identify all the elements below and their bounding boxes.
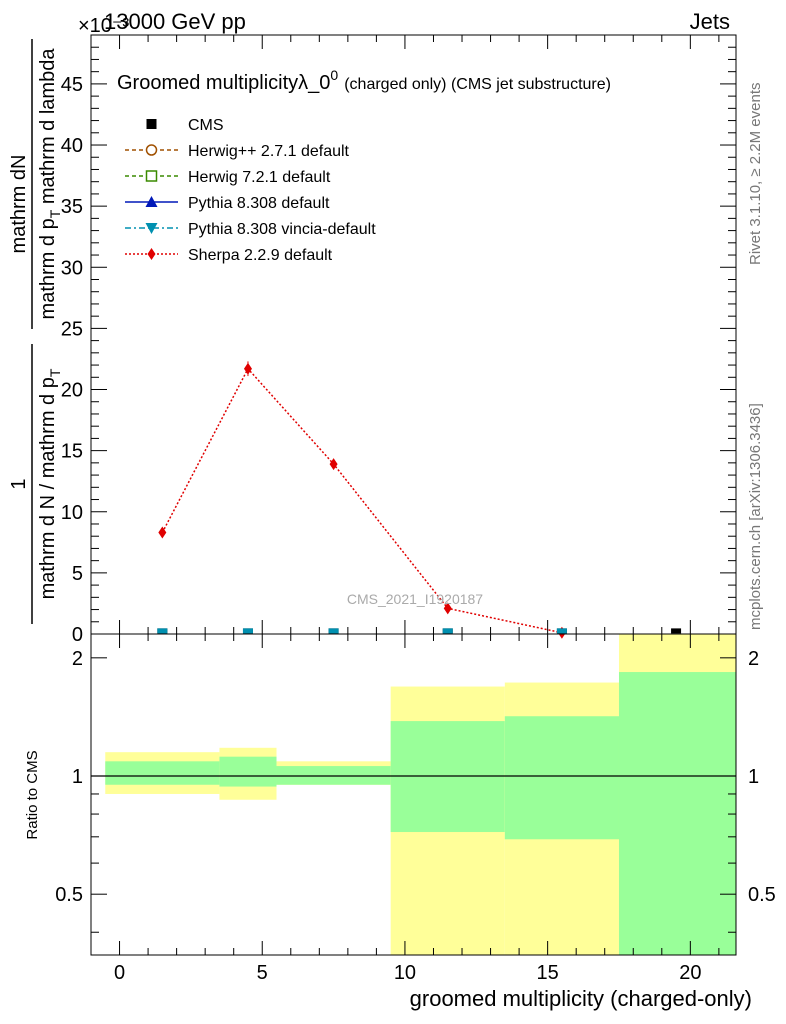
- ratio-y-tick-label-right: 1: [748, 766, 759, 788]
- ratio-band-green: [219, 756, 277, 787]
- ratio-x-tick-label: 0: [114, 962, 125, 984]
- vincia-point: [442, 628, 453, 634]
- ratio-x-axis: 0 5 10 15 20: [90, 634, 720, 984]
- ratio-x-tick-label: 5: [257, 962, 268, 984]
- y-tick-label: 40: [61, 135, 83, 157]
- legend-label: CMS: [188, 117, 224, 134]
- ratio-band-green: [105, 761, 220, 785]
- vincia-point: [328, 628, 339, 634]
- legend-marker: [145, 223, 158, 234]
- cms-point: [671, 628, 682, 634]
- ratio-x-tick-label: 20: [679, 962, 701, 984]
- ratio-bands-layer: [91, 634, 736, 955]
- vincia-point: [157, 628, 168, 634]
- y-label-prefactor-denominator: mathrm d N / mathrm d pT: [37, 368, 63, 599]
- y-label-prefactor-numerator: 1: [8, 478, 30, 489]
- process-label: Jets: [690, 9, 730, 34]
- y-tick-label: 30: [61, 257, 83, 279]
- y-tick-label: 15: [61, 441, 83, 463]
- y-tick-label: 25: [61, 318, 83, 340]
- ratio-y-axis: 0.5 0.5 1 1 2 2: [55, 648, 776, 933]
- y-tick-label: 5: [72, 563, 83, 585]
- main-y-label: 1 mathrm d N / mathrm d pT mathrm dN mat…: [8, 39, 63, 624]
- sherpa-point: [329, 458, 338, 471]
- legend-marker: [146, 119, 157, 129]
- y-label-numerator: mathrm dN: [8, 155, 30, 254]
- legend-label: Sherpa 2.2.9 default: [188, 247, 333, 264]
- main-plot-panel: 0 5 10 15 20 25 30 35 40 45 Groomed multiplicityλ…: [61, 34, 737, 646]
- main-series-layer: [157, 361, 682, 639]
- legend-label: Herwig 7.2.1 default: [188, 169, 331, 186]
- ratio-y-tick-label: 1: [72, 766, 83, 788]
- legend: CMS Herwig++ 2.7.1 default Herwig 7.2.1 de…: [125, 117, 376, 264]
- ratio-y-tick-label: 2: [72, 648, 83, 670]
- ratio-x-tick-label: 15: [537, 962, 559, 984]
- sherpa-point: [158, 526, 167, 539]
- ratio-y-label: Ratio to CMS: [24, 750, 41, 839]
- legend-marker: [145, 170, 158, 182]
- y-tick-label: 10: [61, 502, 83, 524]
- ratio-y-tick-label: 0.5: [55, 884, 83, 906]
- ratio-band-green: [618, 672, 736, 955]
- sherpa-point: [443, 602, 452, 615]
- ratio-plot-frame: [90, 633, 737, 956]
- chart-title: Groomed multiplicityλ_00(charged only) (…: [117, 67, 611, 94]
- mcplots-side-label: mcplots.cern.ch [arXiv:1306.3436]: [747, 403, 764, 630]
- analysis-watermark: CMS_2021_I1920187: [347, 591, 483, 607]
- ratio-y-tick-label-right: 2: [748, 648, 759, 670]
- legend-marker: [147, 248, 156, 260]
- sherpa-point: [243, 362, 252, 375]
- vincia-point: [556, 628, 567, 634]
- y-tick-label: 35: [61, 196, 83, 218]
- exponent-label: ×10⁻³: [78, 15, 129, 37]
- ratio-plot-panel: 0.5 0.5 1 1 2 2 0 5 10 15 20: [55, 633, 776, 984]
- legend-label: Pythia 8.308 vincia-default: [188, 221, 376, 238]
- legend-marker: [145, 144, 158, 156]
- legend-label: Herwig++ 2.7.1 default: [188, 143, 350, 160]
- collision-label: 13000 GeV pp: [104, 9, 246, 34]
- legend-label: Pythia 8.308 default: [188, 195, 330, 212]
- main-x-ticks: [90, 35, 720, 634]
- y-label-denominator: mathrm d pT mathrm d lambda: [37, 48, 63, 320]
- y-tick-label: 0: [72, 624, 83, 646]
- ratio-y-tick-label-right: 0.5: [748, 884, 776, 906]
- legend-marker: [145, 196, 158, 207]
- y-tick-label: 45: [61, 74, 83, 96]
- main-y-axis: 0 5 10 15 20 25 30 35 40 45: [61, 34, 736, 646]
- vincia-point: [242, 628, 253, 634]
- ratio-band-green: [504, 716, 619, 840]
- x-axis-label: groomed multiplicity (charged-only): [410, 986, 752, 1011]
- y-tick-label: 20: [61, 380, 83, 402]
- ratio-x-tick-label: 10: [394, 962, 416, 984]
- rivet-side-label: Rivet 3.1.10, ≥ 2.2M events: [747, 83, 764, 266]
